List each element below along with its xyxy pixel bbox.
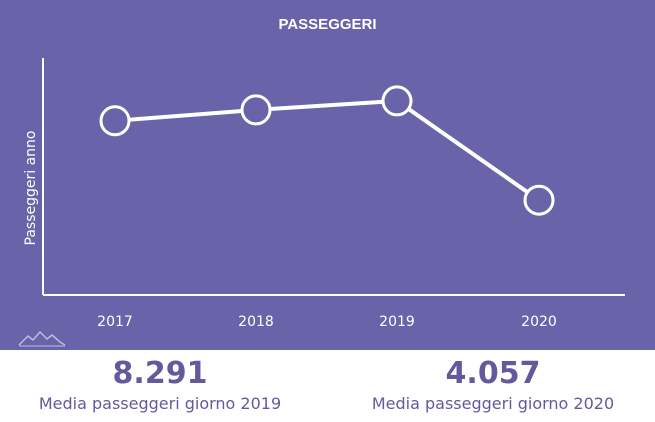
y-axis-label: Passeggeri anno: [23, 130, 39, 246]
line-chart: 2017 2018 2019 2020: [42, 58, 625, 330]
x-tick-label-2018: 2018: [238, 314, 274, 330]
mountain-logo-icon: [18, 331, 66, 347]
stat-2019-value: 8.291: [112, 356, 208, 391]
data-points: [99, 85, 555, 216]
chart-title: PASSEGGERI: [278, 16, 377, 33]
x-tick-label-2019: 2019: [379, 314, 415, 330]
stat-2020-label: Media passeggeri giorno 2020: [371, 394, 615, 413]
stat-2019-label: Media passeggeri giorno 2019: [38, 394, 282, 413]
chart-panel: PASSEGGERI 2017 2018 2019 2020 Passeggeri a…: [0, 0, 655, 350]
x-tick-label-2017: 2017: [97, 314, 133, 330]
stat-2020: 4.057 Media passeggeri giorno 2020: [333, 355, 653, 415]
series-line: [114, 98, 541, 202]
x-tick-label-2020: 2020: [521, 314, 557, 330]
x-tick-labels: 2017 2018 2019 2020: [97, 314, 557, 330]
stat-2020-value: 4.057: [445, 356, 541, 391]
stat-2019: 8.291 Media passeggeri giorno 2019: [0, 355, 320, 415]
data-point-2017: [99, 105, 131, 137]
data-point-2020: [523, 184, 555, 216]
data-point-2018: [240, 94, 272, 126]
data-point-2019: [381, 85, 413, 117]
